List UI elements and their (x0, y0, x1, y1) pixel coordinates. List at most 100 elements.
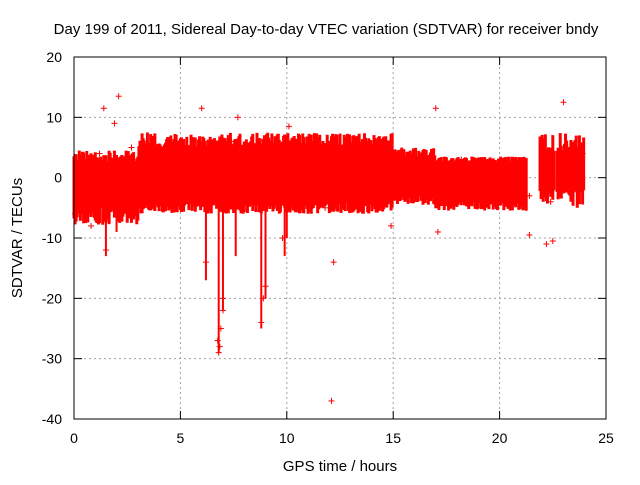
point-outliers (330, 259, 337, 266)
point-SDTVAR (211, 156, 218, 163)
point-SDTVAR (449, 192, 456, 199)
point-SDTVAR (509, 168, 516, 175)
point-outliers (215, 349, 222, 356)
y-tick-label: -40 (42, 411, 62, 427)
y-tick-label: -10 (42, 230, 62, 246)
axis-ticks: 0 5 10 15 20 25 -40 -30 -20 -10 0 10 20 (42, 49, 614, 446)
point-SDTVAR (500, 186, 507, 193)
point-outliers (388, 222, 395, 229)
point-SDTVAR (390, 168, 397, 175)
point-SDTVAR (194, 144, 201, 151)
point-SDTVAR (475, 162, 482, 169)
point-SDTVAR (166, 150, 173, 157)
point-deep-dips (217, 325, 224, 332)
point-deep-dips (214, 337, 221, 344)
point-SDTVAR (228, 138, 235, 145)
point-SDTVAR (305, 156, 312, 163)
point-SDTVAR (128, 144, 135, 151)
point-outliers (115, 93, 122, 100)
point-SDTVAR (102, 247, 109, 254)
point-deep-dips (258, 319, 265, 326)
point-outliers (526, 231, 533, 238)
x-tick-label: 25 (598, 430, 614, 446)
grid-lines (74, 57, 606, 419)
point-SDTVAR (111, 120, 118, 127)
point-outliers (434, 228, 441, 235)
y-tick-label: 20 (46, 49, 62, 65)
point-SDTVAR (177, 162, 184, 169)
point-SDTVAR (279, 235, 286, 241)
x-axis-label: GPS time / hours (283, 458, 397, 475)
point-SDTVAR (539, 162, 546, 169)
point-outliers (198, 105, 205, 112)
point-SDTVAR (573, 162, 580, 169)
point-SDTVAR (547, 198, 554, 205)
point-SDTVAR (185, 192, 192, 199)
y-tick-label: -20 (42, 290, 62, 306)
point-deep-dips (219, 307, 226, 314)
point-SDTVAR (119, 186, 126, 193)
point-outliers (234, 114, 241, 121)
point-SDTVAR (373, 186, 380, 193)
point-SDTVAR (407, 150, 414, 157)
point-SDTVAR (356, 198, 363, 205)
point-SDTVAR (262, 283, 269, 290)
y-tick-label: 0 (54, 170, 62, 186)
point-SDTVAR (79, 156, 86, 163)
point-SDTVAR (415, 186, 422, 193)
point-SDTVAR (271, 144, 278, 151)
point-SDTVAR (492, 162, 499, 169)
point-SDTVAR (381, 150, 388, 157)
point-SDTVAR (441, 162, 448, 169)
point-SDTVAR (564, 144, 571, 151)
point-outliers (560, 99, 567, 106)
y-tick-label: -30 (42, 351, 62, 367)
point-SDTVAR (147, 162, 154, 169)
point-SDTVAR (72, 210, 79, 217)
point-SDTVAR (339, 192, 346, 199)
point-SDTVAR (526, 192, 533, 199)
point-SDTVAR (219, 295, 226, 302)
y-tick-label: 10 (46, 109, 62, 125)
x-tick-label: 10 (279, 430, 295, 446)
point-SDTVAR (466, 186, 473, 193)
point-deep-dips (260, 295, 267, 302)
point-SDTVAR (96, 150, 103, 157)
x-tick-label: 5 (177, 430, 185, 446)
point-deep-dips (216, 343, 223, 350)
x-tick-label: 20 (492, 430, 508, 446)
point-SDTVAR (432, 198, 439, 205)
point-SDTVAR (139, 198, 146, 205)
data-band (72, 132, 586, 225)
point-outliers (432, 105, 439, 112)
point-SDTVAR (398, 192, 405, 199)
point-SDTVAR (364, 156, 371, 163)
point-SDTVAR (254, 192, 261, 199)
point-SDTVAR (458, 156, 465, 163)
point-SDTVAR (322, 204, 329, 211)
point-SDTVAR (202, 259, 209, 266)
point-SDTVAR (288, 138, 295, 145)
point-SDTVAR (158, 192, 165, 199)
point-SDTVAR (424, 156, 431, 163)
point-SDTVAR (88, 222, 95, 229)
point-SDTVAR (347, 144, 354, 151)
chart-title: Day 199 of 2011, Sidereal Day-to-day VTE… (54, 21, 599, 38)
point-SDTVAR (313, 162, 320, 169)
point-SDTVAR (296, 198, 303, 205)
point-outliers (549, 238, 556, 245)
point-SDTVAR (556, 156, 563, 163)
point-SDTVAR (579, 150, 586, 157)
data-points (72, 93, 586, 404)
point-SDTVAR (517, 174, 524, 181)
point-SDTVAR (236, 204, 243, 211)
point-SDTVAR (245, 150, 252, 157)
plot-frame (73, 56, 607, 420)
point-outliers (285, 123, 292, 130)
point-SDTVAR (483, 180, 490, 187)
point-outliers (328, 397, 335, 404)
y-axis-label: SDTVAR / TECUs (9, 178, 26, 298)
x-tick-label: 0 (70, 430, 78, 446)
